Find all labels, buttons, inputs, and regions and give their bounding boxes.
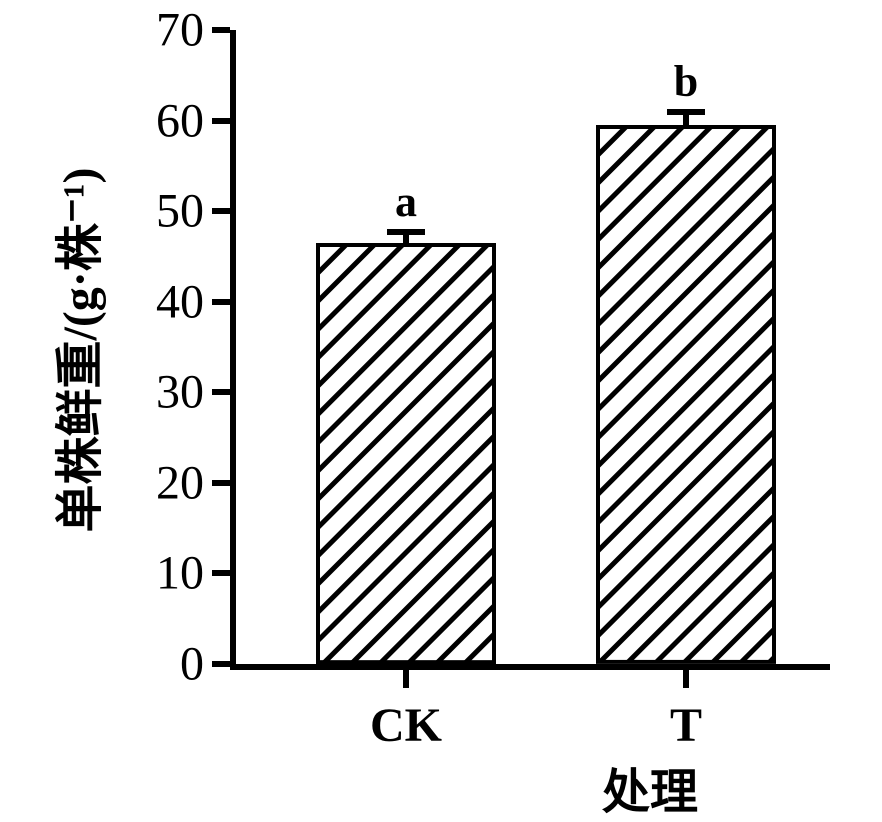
ytick-mark [212, 570, 230, 576]
bar-T [596, 125, 776, 664]
error-cap [387, 229, 425, 235]
ytick-label: 20 [156, 455, 204, 510]
ytick-label: 60 [156, 93, 204, 148]
significance-label: a [395, 176, 417, 227]
ytick-label: 50 [156, 184, 204, 239]
ytick-label: 70 [156, 3, 204, 58]
significance-label: b [674, 56, 698, 107]
ytick-label: 30 [156, 365, 204, 420]
ytick-mark [212, 27, 230, 33]
xtick-label: T [670, 698, 702, 753]
xtick-mark [683, 670, 689, 688]
bar-CK [316, 243, 496, 664]
ytick-label: 10 [156, 546, 204, 601]
xtick-mark [403, 670, 409, 688]
ytick-mark [212, 480, 230, 486]
bar-chart: 0 10 20 30 40 50 60 70 a CK b T 单株鲜重/(g·株⁻¹) 处理 [0, 0, 882, 822]
ytick-mark [212, 661, 230, 667]
error-cap [667, 109, 705, 115]
y-axis-label: 单株鲜重/(g·株⁻¹) [40, 167, 110, 532]
ytick-mark [212, 389, 230, 395]
ytick-label: 0 [180, 637, 204, 692]
ytick-mark [212, 208, 230, 214]
ytick-mark [212, 118, 230, 124]
ytick-label: 40 [156, 274, 204, 329]
x-axis-label: 处理 [602, 752, 698, 822]
xtick-label: CK [370, 698, 442, 753]
ytick-mark [212, 299, 230, 305]
